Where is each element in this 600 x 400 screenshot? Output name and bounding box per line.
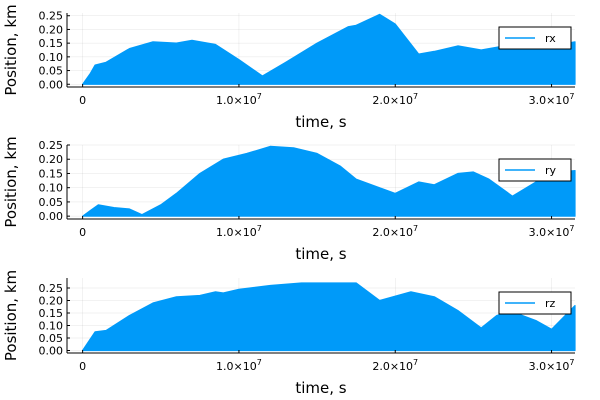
series-area-ry — [82, 145, 576, 217]
x-axis-label: time, s — [295, 113, 346, 131]
x-tick-label: 1.0×107 — [216, 224, 262, 239]
y-axis-label: Position, km — [2, 270, 20, 361]
y-axis-label: Position, km — [2, 4, 20, 95]
x-tick-label: 0 — [79, 360, 86, 373]
y-tick-label: 0.05 — [39, 196, 64, 209]
x-tick-label: 3.0×107 — [529, 358, 575, 373]
legend-label: rz — [545, 297, 556, 310]
x-tick-label: 1.0×107 — [216, 92, 262, 107]
x-axis-label: time, s — [295, 245, 346, 263]
y-tick-label: 0.10 — [39, 182, 64, 195]
y-tick-label: 0.10 — [39, 320, 64, 333]
y-tick-label: 0.00 — [39, 78, 64, 91]
x-tick-label: 1.0×107 — [216, 358, 262, 373]
x-tick-label: 3.0×107 — [529, 224, 575, 239]
y-tick-label: 0.25 — [39, 282, 64, 295]
legend-label: rx — [545, 32, 556, 45]
y-tick-label: 0.00 — [39, 345, 64, 358]
series-area-rz — [82, 282, 576, 352]
chart-panel-3: 0.000.050.100.150.200.25 0 1.0×107 2.0×107 3… — [2, 270, 576, 397]
y-tick-label: 0.20 — [39, 23, 64, 36]
x-tick-label: 3.0×107 — [529, 92, 575, 107]
y-tick-label: 0.20 — [39, 153, 64, 166]
y-tick-label: 0.15 — [39, 37, 64, 50]
y-tick-label: 0.10 — [39, 51, 64, 64]
x-axis-label: time, s — [295, 379, 346, 397]
x-tick-label: 2.0×107 — [372, 358, 418, 373]
x-tick-label: 2.0×107 — [372, 224, 418, 239]
y-tick-label: 0.05 — [39, 332, 64, 345]
y-tick-label: 0.25 — [39, 10, 64, 23]
x-tick-label: 2.0×107 — [372, 92, 418, 107]
y-tick-label: 0.15 — [39, 307, 64, 320]
y-tick-label: 0.15 — [39, 167, 64, 180]
y-tick-label: 0.25 — [39, 139, 64, 152]
legend: ry — [498, 158, 572, 182]
y-tick-label: 0.20 — [39, 295, 64, 308]
chart-panel-1: 0.000.050.100.150.200.25 0 1.0×107 2.0×107 3… — [2, 4, 576, 131]
x-tick-label: 0 — [79, 226, 86, 239]
legend-label: ry — [545, 164, 557, 177]
y-axis-label: Position, km — [2, 136, 20, 227]
y-tick-label: 0.05 — [39, 65, 64, 78]
legend: rz — [498, 291, 572, 315]
legend: rx — [498, 26, 572, 50]
chart-panel-2: 0.000.050.10 0.150.200.25 0 1.0×107 2.0×107 3… — [2, 136, 576, 263]
x-tick-label: 0 — [79, 94, 86, 107]
y-tick-label: 0.00 — [39, 210, 64, 223]
